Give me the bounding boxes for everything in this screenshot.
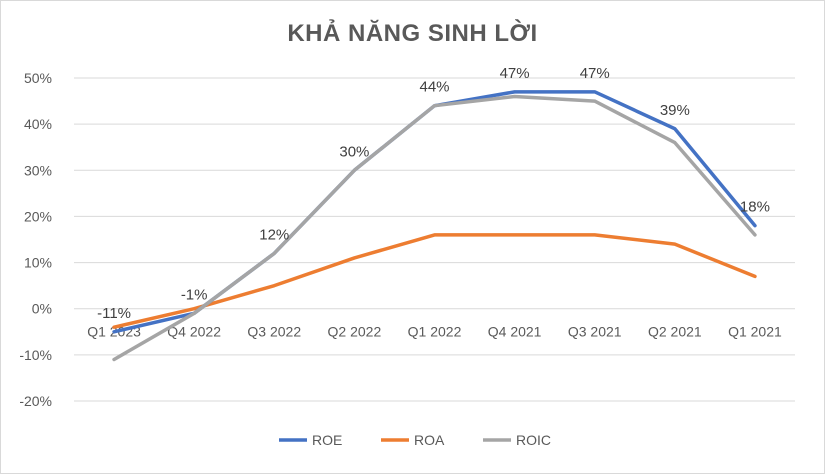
data-label: -11% <box>97 305 131 322</box>
series-line-roic <box>112 94 757 362</box>
legend-label-roa: ROA <box>414 432 445 448</box>
data-label: 47% <box>580 65 610 82</box>
series-line-roe <box>112 90 757 334</box>
y-tick-label: 20% <box>24 208 52 224</box>
data-label: 44% <box>419 79 449 96</box>
data-label: 47% <box>500 65 530 82</box>
y-tick-label: 0% <box>32 301 52 317</box>
data-label: -1% <box>181 286 208 303</box>
chart-title: KHẢ NĂNG SINH LỜI <box>287 20 538 47</box>
y-tick-label: -20% <box>19 393 52 409</box>
series-line-roa <box>112 233 757 329</box>
y-tick-label: 40% <box>24 116 52 132</box>
y-tick-label: 30% <box>24 162 52 178</box>
data-label: 12% <box>259 226 289 243</box>
x-tick-label: Q1 2021 <box>728 324 782 340</box>
y-tick-label: 50% <box>24 70 52 86</box>
y-tick-label: -10% <box>19 347 52 363</box>
x-tick-label: Q4 2021 <box>488 324 542 340</box>
x-tick-label: Q2 2022 <box>328 324 382 340</box>
data-label: 30% <box>339 143 369 160</box>
legend-label-roe: ROE <box>312 432 342 448</box>
x-tick-label: Q4 2022 <box>167 324 221 340</box>
data-label: 39% <box>660 102 690 119</box>
legend-label-roic: ROIC <box>516 432 551 448</box>
x-tick-label: Q3 2021 <box>568 324 622 340</box>
y-tick-label: 10% <box>24 255 52 271</box>
x-tick-label: Q2 2021 <box>648 324 702 340</box>
x-tick-label: Q3 2022 <box>247 324 301 340</box>
data-label: 18% <box>740 199 770 216</box>
x-tick-label: Q1 2022 <box>408 324 462 340</box>
